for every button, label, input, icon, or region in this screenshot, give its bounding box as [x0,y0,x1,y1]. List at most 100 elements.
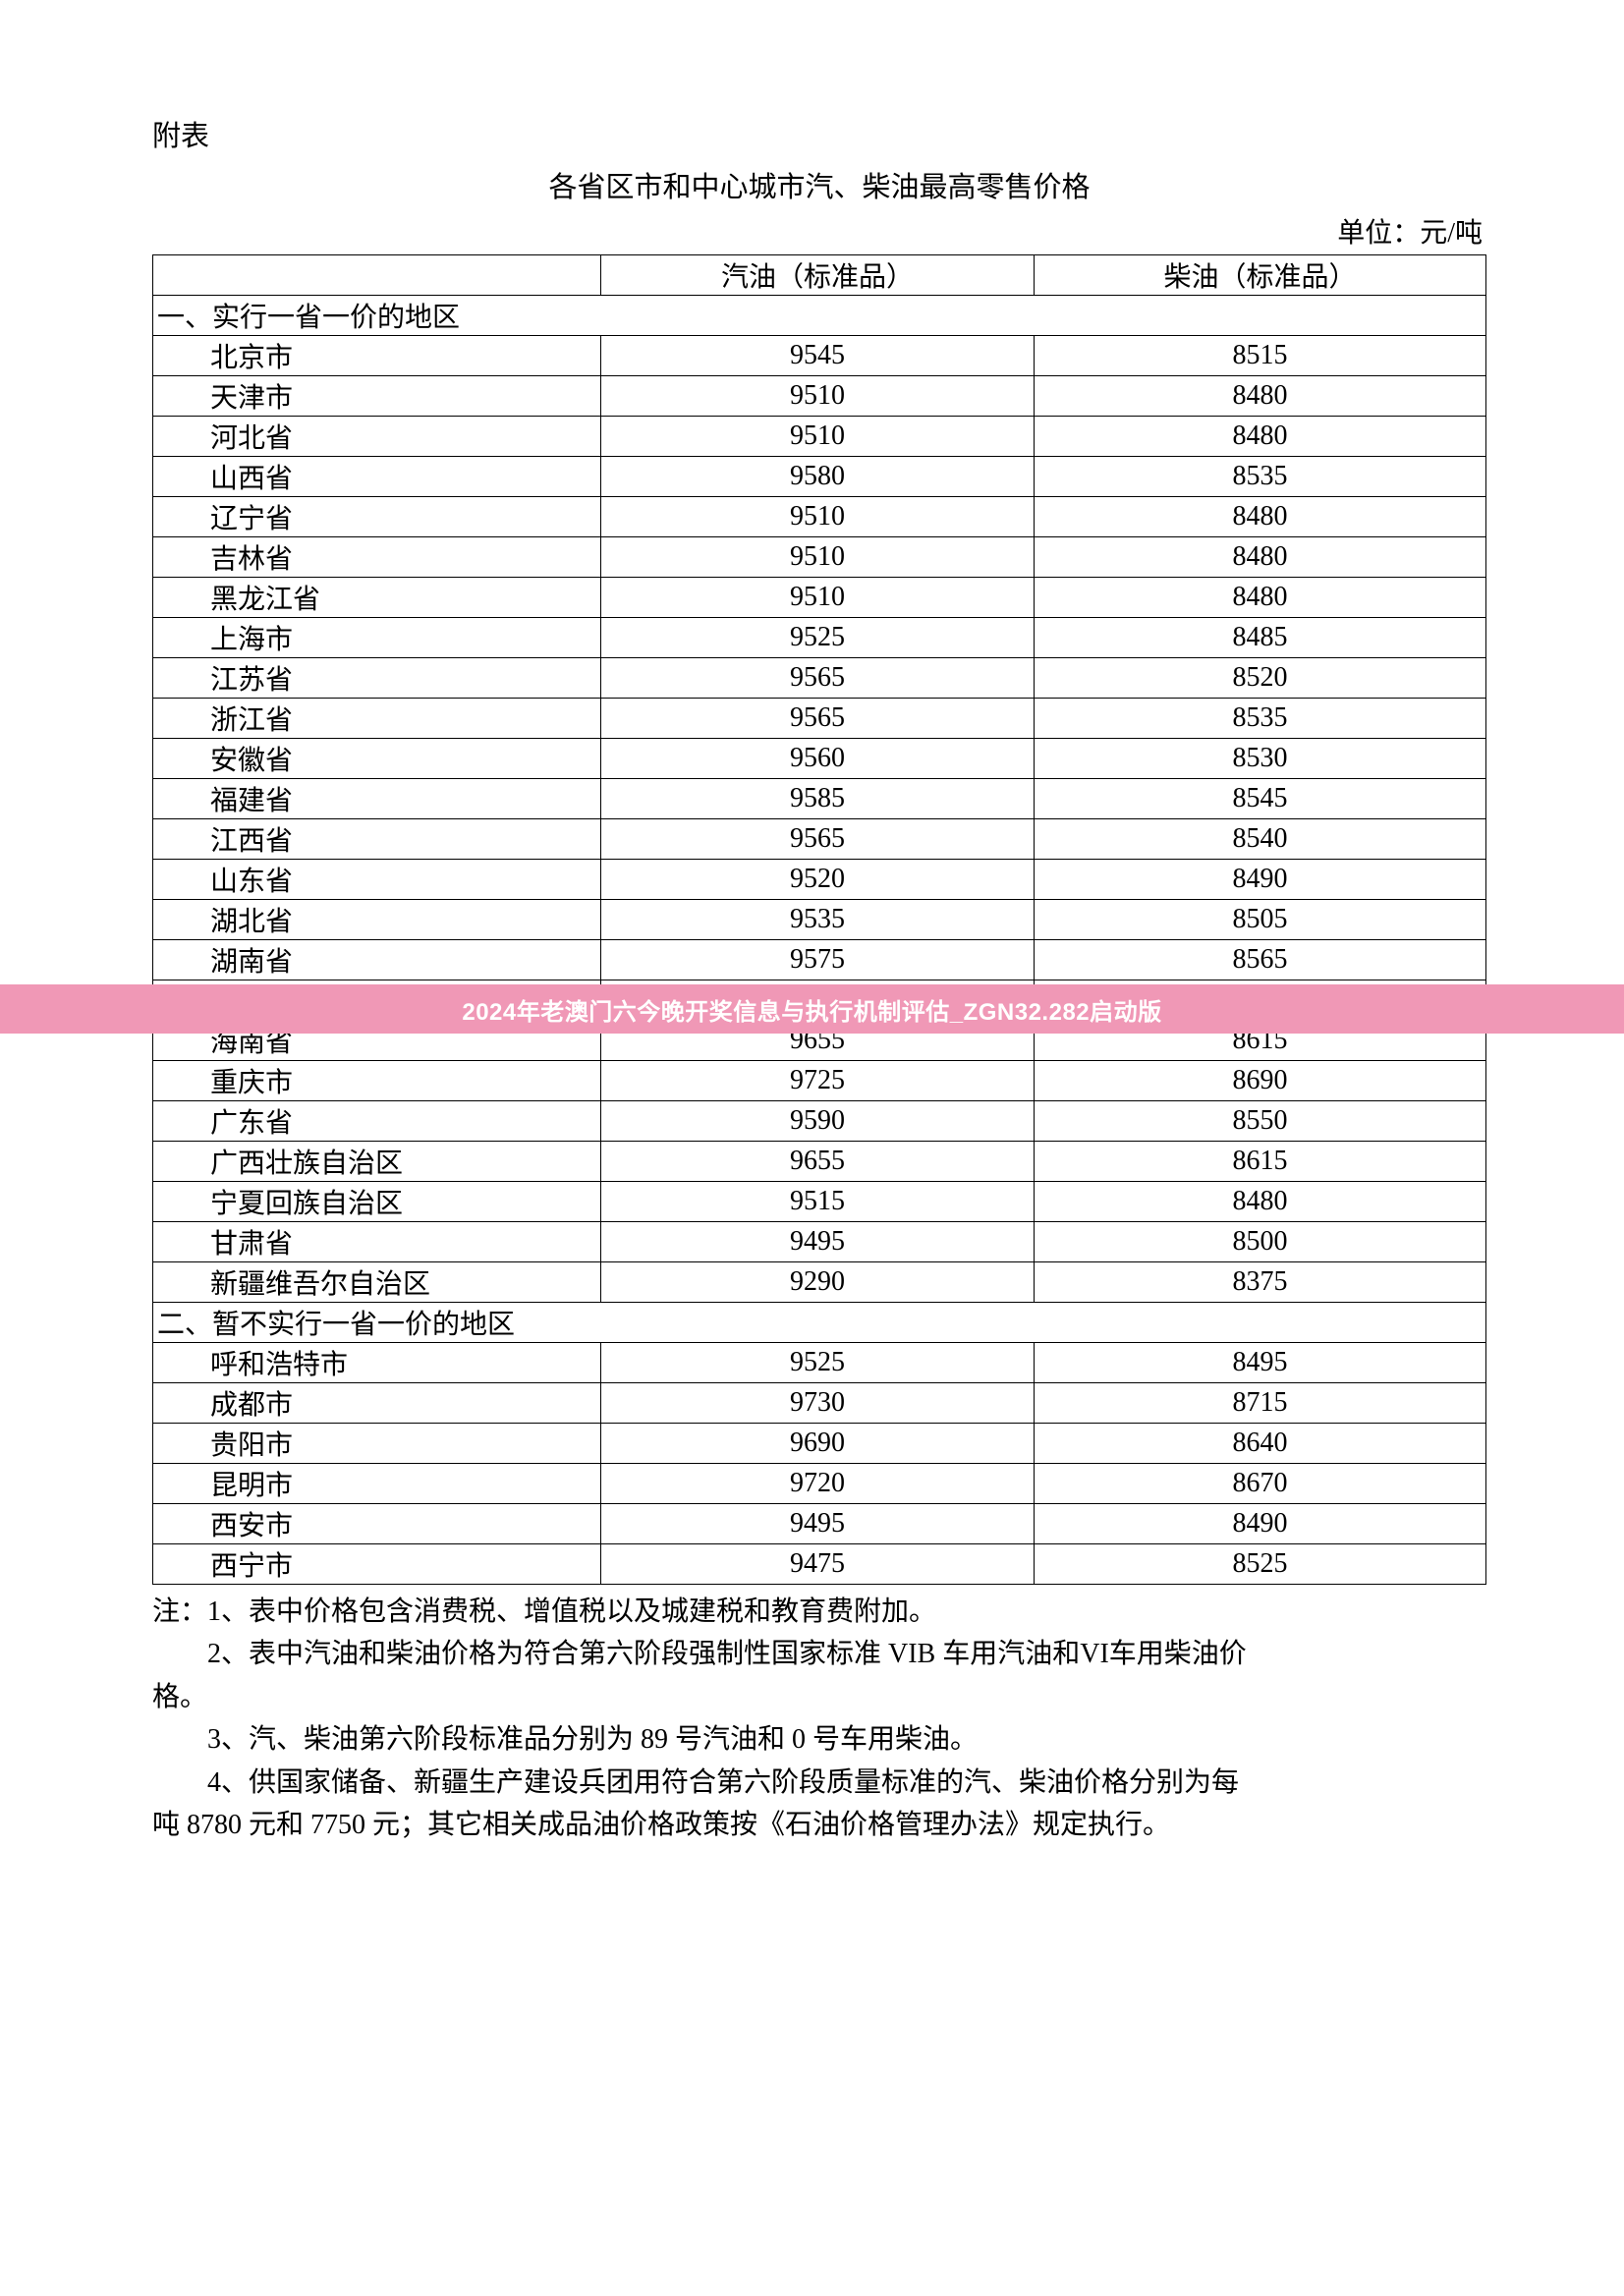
diesel-cell: 8490 [1034,1504,1485,1544]
table-row: 天津市95108480 [153,376,1486,417]
page-title: 各省区市和中心城市汽、柴油最高零售价格 [152,164,1486,205]
region-cell: 甘肃省 [153,1222,601,1262]
region-cell: 安徽省 [153,739,601,779]
table-row: 甘肃省94958500 [153,1222,1486,1262]
gas-cell: 9720 [600,1464,1034,1504]
gas-cell: 9565 [600,658,1034,699]
gas-cell: 9655 [600,1142,1034,1182]
region-cell: 上海市 [153,618,601,658]
table-row: 福建省95858545 [153,779,1486,819]
table-row: 西安市94958490 [153,1504,1486,1544]
region-cell: 黑龙江省 [153,578,601,618]
gas-cell: 9525 [600,1343,1034,1383]
diesel-cell: 8490 [1034,860,1485,900]
table-row: 呼和浩特市95258495 [153,1343,1486,1383]
table-row: 西宁市94758525 [153,1544,1486,1585]
table-row: 湖北省95358505 [153,900,1486,940]
diesel-cell: 8550 [1034,1101,1485,1142]
region-cell: 宁夏回族自治区 [153,1182,601,1222]
table-row: 安徽省95608530 [153,739,1486,779]
table-row: 吉林省95108480 [153,537,1486,578]
table-row: 辽宁省95108480 [153,497,1486,537]
region-cell: 湖南省 [153,940,601,980]
table-row: 江苏省95658520 [153,658,1486,699]
table-row: 浙江省95658535 [153,699,1486,739]
gas-cell: 9545 [600,336,1034,376]
gas-cell: 9565 [600,699,1034,739]
table-row: 新疆维吾尔自治区92908375 [153,1262,1486,1303]
diesel-cell: 8530 [1034,739,1485,779]
region-cell: 昆明市 [153,1464,601,1504]
table-row: 江西省95658540 [153,819,1486,860]
table-row: 昆明市97208670 [153,1464,1486,1504]
gas-cell: 9525 [600,618,1034,658]
region-cell: 江西省 [153,819,601,860]
region-cell: 江苏省 [153,658,601,699]
diesel-cell: 8480 [1034,1182,1485,1222]
diesel-cell: 8690 [1034,1061,1485,1101]
region-cell: 吉林省 [153,537,601,578]
section-header-row: 一、实行一省一价的地区 [153,296,1486,336]
gas-cell: 9560 [600,739,1034,779]
gas-cell: 9580 [600,457,1034,497]
gas-cell: 9725 [600,1061,1034,1101]
notes-block: 注：1、表中价格包含消费税、增值税以及城建税和教育费附加。 2、表中汽油和柴油价… [152,1591,1486,1846]
region-cell: 广西壮族自治区 [153,1142,601,1182]
table-row: 广西壮族自治区96558615 [153,1142,1486,1182]
unit-label: 单位：元/吨 [152,211,1486,251]
table-row: 上海市95258485 [153,618,1486,658]
gas-cell: 9495 [600,1222,1034,1262]
diesel-cell: 8505 [1034,900,1485,940]
region-cell: 辽宁省 [153,497,601,537]
col-header-region [153,255,601,296]
diesel-cell: 8640 [1034,1424,1485,1464]
diesel-cell: 8535 [1034,699,1485,739]
section-header-row: 二、暂不实行一省一价的地区 [153,1303,1486,1343]
gas-cell: 9510 [600,417,1034,457]
gas-cell: 9290 [600,1262,1034,1303]
diesel-cell: 8615 [1034,1142,1485,1182]
region-cell: 新疆维吾尔自治区 [153,1262,601,1303]
region-cell: 山西省 [153,457,601,497]
diesel-cell: 8480 [1034,376,1485,417]
table-header-row: 汽油（标准品） 柴油（标准品） [153,255,1486,296]
diesel-cell: 8535 [1034,457,1485,497]
gas-cell: 9475 [600,1544,1034,1585]
diesel-cell: 8670 [1034,1464,1485,1504]
gas-cell: 9510 [600,537,1034,578]
note-4b: 吨 8780 元和 7750 元；其它相关成品油价格政策按《石油价格管理办法》规… [152,1804,1486,1846]
diesel-cell: 8565 [1034,940,1485,980]
note-3: 3、汽、柴油第六阶段标准品分别为 89 号汽油和 0 号车用柴油。 [152,1718,1486,1761]
table-row: 贵阳市96908640 [153,1424,1486,1464]
region-cell: 天津市 [153,376,601,417]
note-2a: 2、表中汽油和柴油价格为符合第六阶段强制性国家标准 VIB 车用汽油和VI车用柴… [152,1633,1486,1675]
diesel-cell: 8480 [1034,497,1485,537]
diesel-cell: 8520 [1034,658,1485,699]
region-cell: 山东省 [153,860,601,900]
section-header-cell: 二、暂不实行一省一价的地区 [153,1303,1486,1343]
table-row: 河北省95108480 [153,417,1486,457]
region-cell: 呼和浩特市 [153,1343,601,1383]
gas-cell: 9730 [600,1383,1034,1424]
table-row: 山西省95808535 [153,457,1486,497]
gas-cell: 9535 [600,900,1034,940]
gas-cell: 9590 [600,1101,1034,1142]
table-row: 成都市97308715 [153,1383,1486,1424]
gas-cell: 9520 [600,860,1034,900]
region-cell: 湖北省 [153,900,601,940]
diesel-cell: 8375 [1034,1262,1485,1303]
table-row: 宁夏回族自治区95158480 [153,1182,1486,1222]
region-cell: 西安市 [153,1504,601,1544]
diesel-cell: 8715 [1034,1383,1485,1424]
note-4a: 4、供国家储备、新疆生产建设兵团用符合第六阶段质量标准的汽、柴油价格分别为每 [152,1762,1486,1804]
gas-cell: 9515 [600,1182,1034,1222]
diesel-cell: 8500 [1034,1222,1485,1262]
gas-cell: 9510 [600,497,1034,537]
region-cell: 河北省 [153,417,601,457]
banner-text: 2024年老澳门六今晚开奖信息与执行机制评估_ZGN32.282启动版 [462,992,1161,1027]
gas-cell: 9575 [600,940,1034,980]
region-cell: 成都市 [153,1383,601,1424]
region-cell: 重庆市 [153,1061,601,1101]
table-row: 山东省95208490 [153,860,1486,900]
section-header-cell: 一、实行一省一价的地区 [153,296,1486,336]
